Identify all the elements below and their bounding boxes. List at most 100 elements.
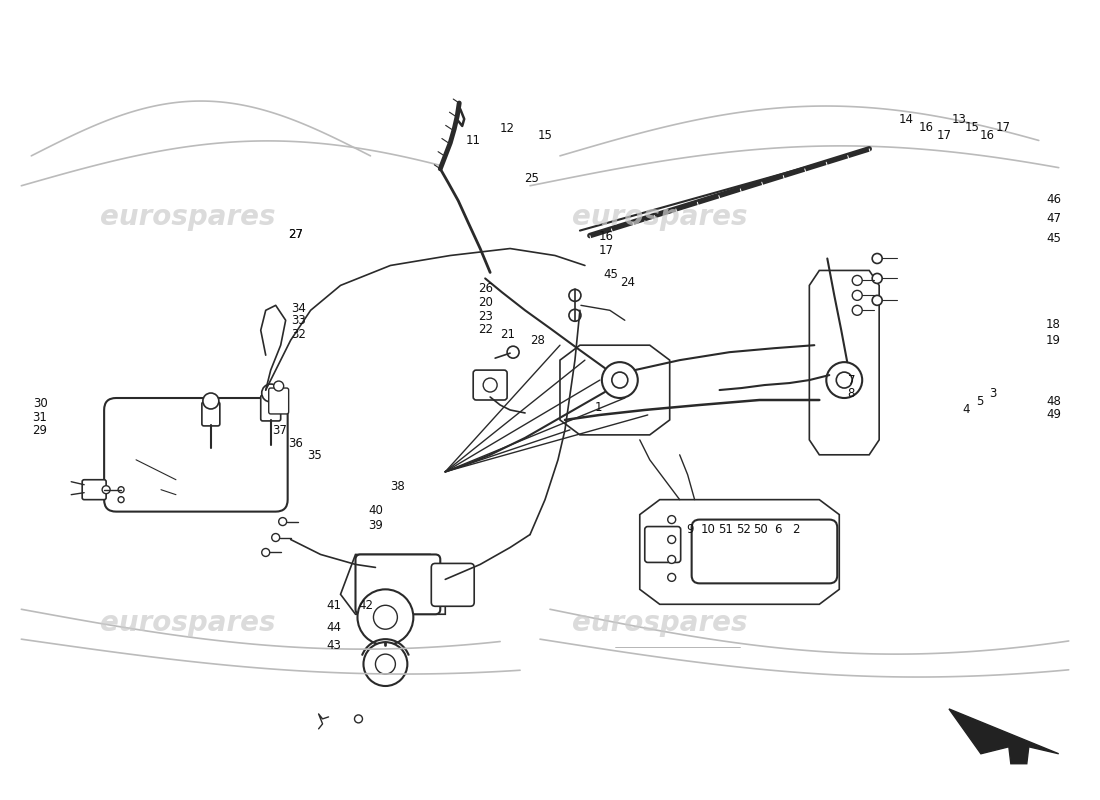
Text: 7: 7 — [847, 374, 855, 386]
Text: 1: 1 — [595, 402, 603, 414]
Text: 24: 24 — [620, 275, 636, 289]
Circle shape — [612, 372, 628, 388]
Polygon shape — [640, 500, 839, 604]
Text: 17: 17 — [996, 121, 1011, 134]
Text: 11: 11 — [466, 134, 481, 147]
Text: 9: 9 — [686, 522, 694, 536]
Text: 10: 10 — [701, 522, 715, 536]
Circle shape — [278, 518, 287, 526]
Circle shape — [262, 549, 270, 557]
Text: 2: 2 — [792, 522, 800, 536]
Text: 23: 23 — [478, 310, 493, 322]
Text: 4: 4 — [962, 403, 970, 416]
Circle shape — [872, 254, 882, 263]
Circle shape — [202, 393, 219, 409]
Circle shape — [852, 275, 862, 286]
Text: 32: 32 — [292, 328, 307, 341]
Text: 14: 14 — [899, 113, 914, 126]
Circle shape — [262, 384, 279, 402]
Text: 30: 30 — [33, 398, 47, 410]
Text: 16: 16 — [598, 230, 614, 243]
Text: 19: 19 — [1046, 334, 1060, 346]
Text: 47: 47 — [1046, 212, 1060, 225]
Text: 26: 26 — [477, 282, 493, 295]
FancyBboxPatch shape — [261, 395, 280, 421]
Circle shape — [507, 346, 519, 358]
Text: 16: 16 — [918, 121, 934, 134]
Text: eurospares: eurospares — [572, 202, 748, 230]
Text: 51: 51 — [718, 522, 733, 536]
Circle shape — [852, 306, 862, 315]
Circle shape — [102, 486, 110, 494]
Text: 45: 45 — [603, 267, 618, 281]
Circle shape — [274, 381, 284, 391]
Circle shape — [852, 290, 862, 300]
Text: 13: 13 — [952, 113, 967, 126]
Circle shape — [363, 642, 407, 686]
Text: 28: 28 — [529, 334, 544, 346]
Text: 27: 27 — [288, 229, 304, 242]
Circle shape — [118, 486, 124, 493]
Circle shape — [569, 310, 581, 322]
Text: 5: 5 — [976, 395, 983, 408]
Text: 50: 50 — [754, 522, 768, 536]
Circle shape — [375, 654, 395, 674]
Polygon shape — [810, 270, 879, 455]
Text: 49: 49 — [1046, 408, 1060, 421]
Text: 42: 42 — [358, 599, 373, 612]
Text: 39: 39 — [368, 519, 383, 533]
Circle shape — [668, 574, 675, 582]
Text: 20: 20 — [478, 296, 493, 310]
Text: 18: 18 — [1046, 318, 1060, 330]
Text: 22: 22 — [477, 323, 493, 336]
Text: 40: 40 — [368, 503, 383, 517]
Text: 15: 15 — [537, 129, 552, 142]
Circle shape — [668, 555, 675, 563]
Circle shape — [668, 535, 675, 543]
FancyBboxPatch shape — [692, 519, 837, 583]
Text: 37: 37 — [272, 424, 287, 437]
Polygon shape — [341, 554, 446, 614]
Circle shape — [602, 362, 638, 398]
Text: 17: 17 — [936, 129, 952, 142]
Polygon shape — [560, 345, 670, 435]
Text: 45: 45 — [1046, 233, 1060, 246]
Circle shape — [836, 372, 852, 388]
Text: 34: 34 — [292, 302, 307, 315]
Circle shape — [358, 590, 414, 645]
Text: eurospares: eurospares — [572, 610, 748, 638]
Text: 15: 15 — [965, 121, 980, 134]
Circle shape — [668, 515, 675, 523]
Text: 3: 3 — [989, 387, 997, 400]
Text: 44: 44 — [327, 621, 341, 634]
FancyBboxPatch shape — [104, 398, 288, 512]
Text: 25: 25 — [525, 172, 539, 185]
FancyBboxPatch shape — [82, 480, 106, 500]
Text: 46: 46 — [1046, 193, 1060, 206]
Text: 6: 6 — [774, 522, 782, 536]
Text: 27: 27 — [288, 229, 304, 242]
Text: 21: 21 — [499, 328, 515, 341]
FancyBboxPatch shape — [202, 402, 220, 426]
FancyBboxPatch shape — [268, 388, 288, 414]
Circle shape — [872, 274, 882, 283]
Text: 31: 31 — [33, 411, 47, 424]
Text: 29: 29 — [33, 424, 47, 437]
Text: 41: 41 — [327, 599, 341, 612]
Text: eurospares: eurospares — [100, 202, 276, 230]
Polygon shape — [949, 709, 1058, 764]
Circle shape — [483, 378, 497, 392]
Text: 48: 48 — [1046, 395, 1060, 408]
Text: 43: 43 — [327, 639, 341, 652]
Text: 17: 17 — [598, 245, 614, 258]
FancyBboxPatch shape — [431, 563, 474, 606]
Text: 8: 8 — [848, 387, 855, 400]
FancyBboxPatch shape — [473, 370, 507, 400]
Text: 38: 38 — [390, 480, 405, 493]
Text: 33: 33 — [292, 314, 307, 326]
Circle shape — [569, 290, 581, 302]
Text: 16: 16 — [980, 129, 996, 142]
FancyBboxPatch shape — [645, 526, 681, 562]
Text: 52: 52 — [736, 522, 750, 536]
Text: eurospares: eurospares — [100, 610, 276, 638]
